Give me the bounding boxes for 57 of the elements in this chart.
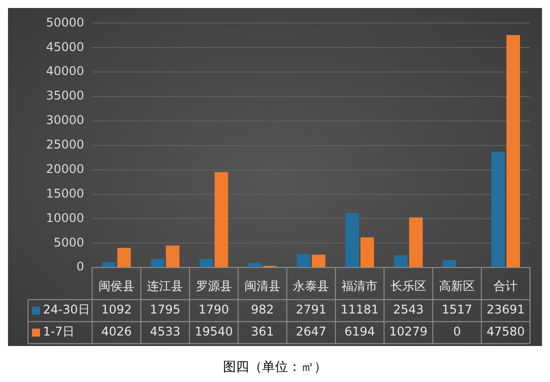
text: 图四（单位：㎡） [222,359,328,376]
data-label: 1092 [101,302,132,317]
x-tick-label: 永泰县 [293,278,330,293]
data-label: 2647 [296,324,326,339]
bar [360,237,374,268]
y-tick-label: 45000 [46,40,84,54]
data-label: 2791 [296,302,326,317]
legend-label: 1-7日 [43,324,75,339]
x-tick-label: 长乐区 [390,278,426,293]
data-label: 1790 [198,302,230,317]
bar [102,262,116,268]
x-tick-label: 连江县 [147,278,184,293]
x-tick-label: 闽侯县 [98,278,134,293]
y-tick-label: 25000 [46,138,84,152]
data-label: 4026 [101,324,132,339]
y-tick-label: 5000 [54,235,84,250]
x-tick-label: 高新区 [439,278,476,293]
data-label: 6194 [344,324,376,339]
data-label: 19540 [194,324,233,339]
bar [442,260,456,268]
x-tick-label: 罗源县 [196,278,232,293]
data-label: 11181 [340,302,379,317]
data-label: 361 [250,324,274,339]
data-label: 47580 [486,324,525,339]
y-tick-label: 15000 [46,186,84,200]
data-label: 2543 [393,302,424,317]
bar [491,152,505,268]
legend-label: 24-30日 [43,302,90,317]
data-label: 1795 [150,302,180,317]
data-label: 982 [250,302,274,317]
y-tick-label: 0 [76,260,84,274]
y-tick-label: 20000 [46,162,84,176]
data-label: 1517 [442,302,472,317]
data-label: 10279 [389,324,428,339]
x-tick-label: 合计 [494,278,518,293]
bar [312,254,326,268]
x-tick-label: 福清市 [342,278,378,293]
data-label: 4533 [150,324,180,339]
y-tick-label: 40000 [46,64,84,78]
bar [506,35,520,268]
y-tick-label: 30000 [46,113,84,128]
bar [248,262,262,268]
x-tick-label: 闽清县 [244,278,280,293]
bar [296,254,310,268]
data-label: 23691 [486,302,525,317]
y-tick-label: 35000 [46,88,84,103]
bar [409,217,423,268]
y-tick-label: 10000 [46,210,84,225]
bar [394,255,408,268]
bar [166,245,180,268]
bar [150,258,164,268]
bar [199,258,214,268]
bar [345,212,359,268]
bar [117,248,131,268]
bar [214,172,228,268]
y-tick-label: 50000 [46,15,84,30]
data-label: 0 [453,324,461,339]
